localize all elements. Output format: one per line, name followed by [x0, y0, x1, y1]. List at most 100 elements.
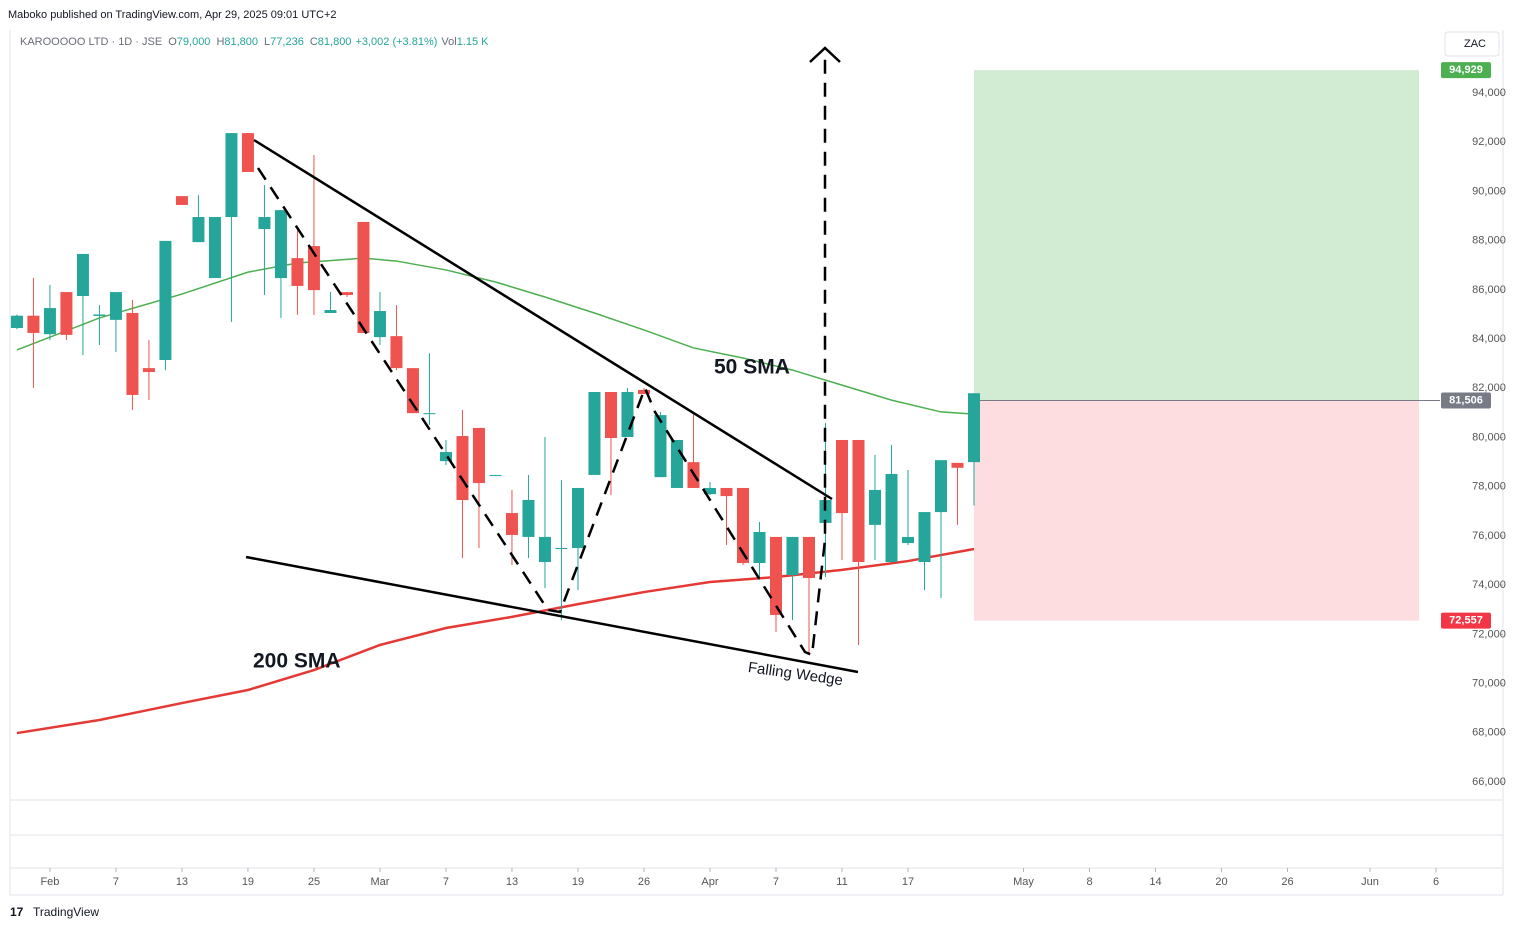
- candle-body: [935, 460, 948, 513]
- candle-body: [357, 221, 370, 333]
- brand: TradingView: [33, 905, 99, 919]
- target-price-tag: [1441, 62, 1491, 79]
- ohlc-value: 81,800: [318, 36, 352, 48]
- y-tick-label: 82,000: [1472, 382, 1506, 394]
- x-tick-label: 25: [308, 876, 320, 888]
- frame: [9, 30, 1504, 896]
- candle-body: [43, 308, 56, 335]
- y-tick-label: 68,000: [1472, 727, 1506, 739]
- candle-body: [175, 196, 188, 205]
- x-tick-label: 19: [242, 876, 254, 888]
- candle-body: [835, 439, 848, 514]
- x-tick-label: May: [1013, 876, 1034, 888]
- y-tick-label: 92,000: [1472, 136, 1506, 148]
- x-tick-label: 7: [443, 876, 449, 888]
- candle-body: [670, 439, 683, 488]
- candle-body: [522, 500, 535, 537]
- x-tick-label: 13: [506, 876, 518, 888]
- candle-body: [571, 487, 584, 549]
- x-tick-label: 13: [176, 876, 188, 888]
- plot: [10, 133, 981, 656]
- ohlc-value: 79,000: [177, 36, 211, 48]
- candle-body: [489, 474, 502, 476]
- candle-body: [654, 415, 667, 478]
- candle-body: [27, 315, 40, 333]
- change: +3,002 (+3.81%): [355, 36, 437, 48]
- candle-body: [505, 513, 518, 535]
- candle-body: [885, 473, 898, 563]
- candle-body: [786, 536, 799, 576]
- x-tick-label: 26: [638, 876, 650, 888]
- candle-body: [753, 532, 766, 564]
- candle-body: [126, 312, 139, 395]
- candle-body: [109, 292, 122, 320]
- y-tick-label: 74,000: [1472, 579, 1506, 591]
- publisher: Maboko published on TradingView.com, Apr…: [8, 9, 336, 21]
- sma-line: [16, 547, 975, 735]
- y-tick-label: 84,000: [1472, 333, 1506, 345]
- candle-body: [802, 536, 815, 579]
- ohlc-value: 81,800: [224, 36, 258, 48]
- candle-body: [93, 314, 106, 316]
- sma-label: 200 SMA: [253, 650, 341, 673]
- candle-body: [439, 452, 452, 462]
- pattern-label: Falling Wedge: [747, 659, 844, 689]
- x-tick-label: 19: [572, 876, 584, 888]
- candle-body: [225, 133, 238, 218]
- x-tick-label: 11: [836, 876, 847, 888]
- candle-body: [852, 439, 865, 563]
- candle-body: [307, 246, 320, 291]
- entry-price-label: 81,506: [1449, 394, 1483, 406]
- candle-body: [406, 368, 419, 414]
- candle-body: [918, 512, 931, 563]
- y-tick-label: 70,000: [1472, 678, 1506, 690]
- currency-box[interactable]: [1444, 31, 1500, 57]
- symbol: KAROOOOO LTD · 1D · JSE: [20, 36, 162, 48]
- candle-body: [555, 548, 568, 550]
- x-tick-label: 26: [1281, 876, 1293, 888]
- ohlc-key: C: [310, 36, 318, 48]
- candle-body: [76, 253, 89, 297]
- labels: 66,000 68,000 70,000 72,000 74,000 76,000 78,0…: [40, 62, 1506, 888]
- candle-body: [423, 413, 436, 415]
- candle-body: [340, 292, 353, 296]
- candle-body: [472, 427, 485, 484]
- y-tick-label: 76,000: [1472, 530, 1506, 542]
- target-zone: [974, 70, 1419, 401]
- candle-body: [274, 210, 287, 279]
- candle-body: [10, 315, 23, 329]
- logo-mark: 17: [10, 905, 24, 919]
- y-tick-label: 86,000: [1472, 284, 1506, 296]
- sma-line: [16, 257, 975, 415]
- candle-body: [258, 217, 271, 230]
- x-tick-label: Mar: [370, 876, 389, 888]
- candle-body: [324, 310, 337, 313]
- entry-price-tag: [1441, 392, 1491, 409]
- wedge-lower-line: [245, 555, 859, 674]
- x-tick-label: 7: [113, 876, 119, 888]
- candle-body: [241, 133, 254, 172]
- candle-body: [159, 240, 172, 360]
- y-tick-label: 94,000: [1472, 87, 1506, 99]
- stop-price-tag: [1441, 612, 1491, 629]
- candle-body: [538, 536, 551, 563]
- x-tick-label: 8: [1086, 876, 1092, 888]
- y-tick-label: 80,000: [1472, 431, 1506, 443]
- candle-body: [968, 393, 981, 463]
- y-tick-label: 72,000: [1472, 628, 1506, 640]
- x-tick-label: Jun: [1361, 876, 1379, 888]
- drawings: [245, 46, 859, 674]
- candle-body: [192, 217, 205, 243]
- candle-body: [456, 436, 469, 501]
- candle-body: [736, 487, 749, 564]
- currency[interactable]: ZAC: [1464, 38, 1486, 50]
- ohlc-key: H: [216, 36, 224, 48]
- y-tick-label: 88,000: [1472, 235, 1506, 247]
- volume-key: Vol: [441, 36, 456, 48]
- candle-body: [868, 489, 881, 525]
- arrow-head: [809, 46, 841, 63]
- candle-body: [819, 500, 832, 523]
- ohlc-key: L: [264, 36, 270, 48]
- symbol-legend: KAROOOOO LTD · 1D · JSE O79,000 H81,800 L77…: [20, 36, 489, 48]
